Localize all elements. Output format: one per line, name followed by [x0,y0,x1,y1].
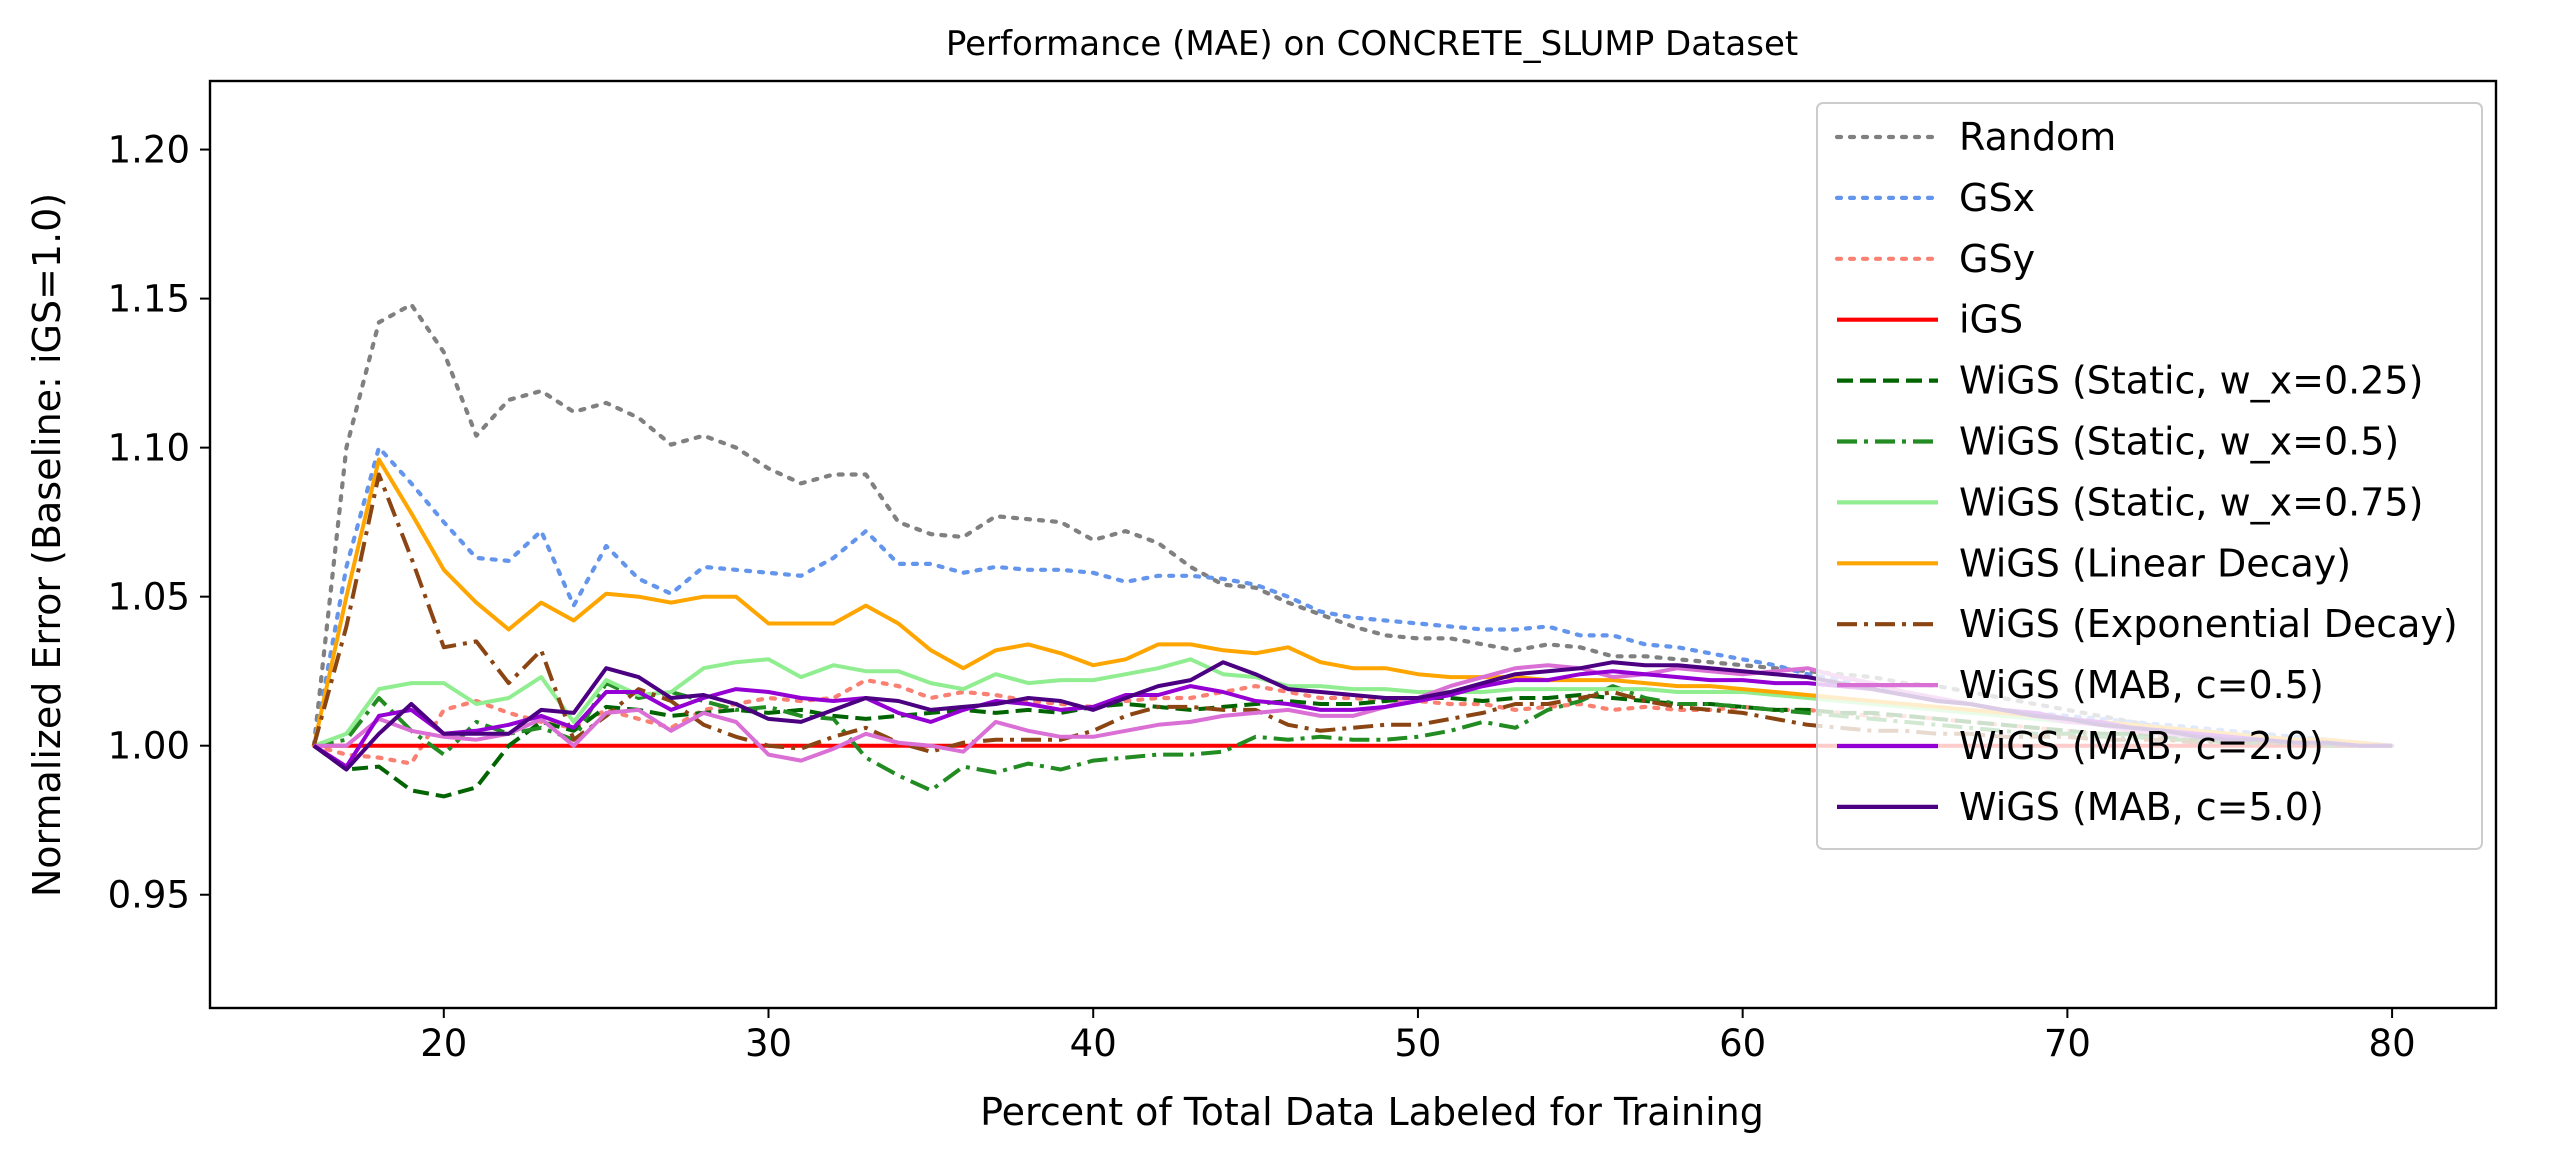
legend-label-2: GSx [1959,176,2035,220]
y-tick-label: 1.20 [108,129,190,172]
legend-label-10: WiGS (MAB, c=0.5) [1959,663,2324,707]
x-tick-label: 80 [2369,1022,2416,1065]
legend: Random GSx GSy iGS WiGS (Static, w_x=0.25) Wi… [1816,102,2483,850]
x-tick-label: 20 [420,1022,467,1065]
x-tick-label: 60 [1719,1022,1766,1065]
x-tick-label: 50 [1394,1022,1441,1065]
y-tick-label: 1.00 [108,725,190,768]
y-tick-label: 0.95 [108,874,190,917]
y-tick-label: 1.15 [108,278,190,321]
legend-label-9: WiGS (Exponential Decay) [1959,602,2458,646]
x-axis: 20 30 40 50 60 70 80 [420,1008,2416,1065]
plot-frame [208,79,2498,1010]
chart-title: Performance (MAE) on CONCRETE_SLUMP Data… [946,24,1798,64]
legend-label-4: iGS [1959,298,2023,342]
x-tick-label: 30 [745,1022,792,1065]
legend-label-12: WiGS (MAB, c=5.0) [1959,785,2324,829]
y-tick-label: 1.10 [108,427,190,470]
legend-label-11: WiGS (MAB, c=2.0) [1959,724,2324,768]
x-axis-label: Percent of Total Data Labeled for Traini… [980,1090,1764,1134]
legend-label-5: WiGS (Static, w_x=0.25) [1959,359,2423,403]
legend-label-3: GSy [1959,237,2035,281]
x-tick-label: 40 [1070,1022,1117,1065]
legend-label-6: WiGS (Static, w_x=0.5) [1959,420,2399,464]
y-axis: 0.95 1.00 1.05 1.10 1.15 1.20 [108,129,210,917]
series-line-5 [312,693,2393,799]
y-axis-label: Normalized Error (Baseline: iGS=1.0) [25,193,69,897]
legend-label-8: WiGS (Linear Decay) [1959,541,2351,585]
x-tick-label: 70 [2044,1022,2091,1065]
legend-label-1: Random [1959,115,2116,159]
y-tick-label: 1.05 [108,576,190,619]
legend-box [1816,102,2483,850]
legend-label-7: WiGS (Static, w_x=0.75) [1959,480,2423,524]
